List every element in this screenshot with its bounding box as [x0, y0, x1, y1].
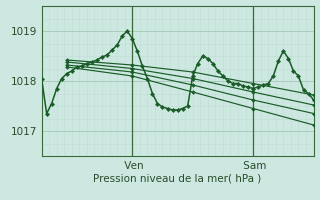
X-axis label: Pression niveau de la mer( hPa ): Pression niveau de la mer( hPa ): [93, 174, 262, 184]
